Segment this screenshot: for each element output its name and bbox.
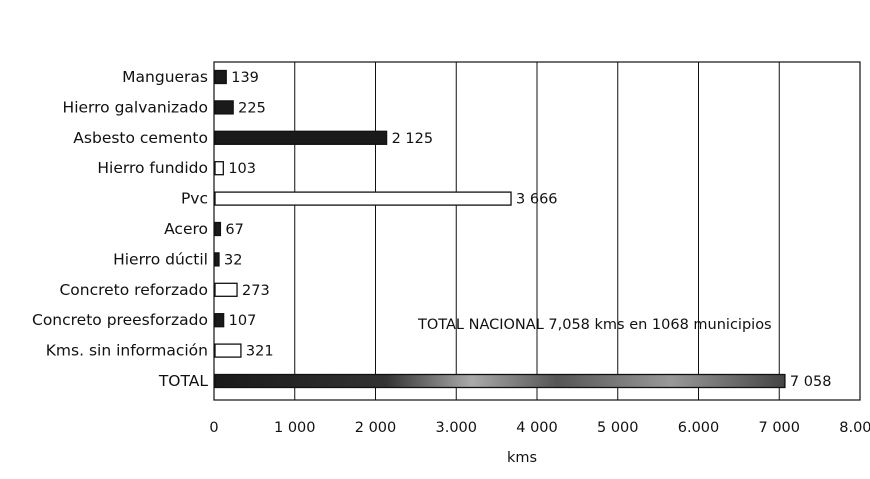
bar-2 [214,130,388,145]
category-label-9: Kms. sin información [46,342,208,360]
value-label-6: 32 [224,252,242,268]
x-tick-label-3: 3.000 [435,420,477,436]
bar-10 [214,373,786,389]
value-label-4: 3 666 [516,192,558,208]
x-tick-label-1: 1 000 [274,420,316,436]
category-label-10: TOTAL [158,372,209,390]
x-tick-label-8: 8.000 [839,420,870,436]
value-label-1: 225 [238,100,266,116]
plot-frame [213,61,861,401]
category-label-2: Asbesto cemento [73,129,208,147]
bar-8 [214,313,225,328]
bar-6 [214,252,220,267]
value-label-2: 2 125 [392,131,434,147]
x-tick-label-6: 6.000 [678,420,720,436]
x-tick-label-4: 4 000 [516,420,558,436]
value-label-7: 273 [242,283,270,299]
value-label-5: 67 [225,222,243,238]
bar-1 [214,100,234,115]
gridlines [213,61,861,401]
category-label-1: Hierro galvanizado [63,98,208,116]
category-label-0: Mangueras [122,68,208,86]
x-tick-labels: 0 1 000 2 000 3.000 4 000 5 000 6.000 7 000 8.00… [209,420,870,436]
x-tick-label-0: 0 [209,420,218,436]
bar-3 [214,161,224,176]
category-labels: Mangueras Hierro galvanizado Asbesto cemen… [32,68,208,390]
bar-9 [214,343,242,358]
category-label-3: Hierro fundido [97,159,208,177]
x-tick-label-7: 7 000 [758,420,800,436]
bar-4 [214,191,512,206]
bar-7 [214,282,238,297]
value-label-8: 107 [229,313,257,329]
value-label-9: 321 [246,344,274,360]
bar-0 [214,69,227,85]
bar-5 [214,221,222,237]
x-axis-title: kms [507,450,537,466]
value-label-10: 7 058 [790,374,832,390]
category-label-6: Hierro dúctil [113,250,208,268]
category-label-7: Concreto reforzado [59,281,208,299]
bars [214,69,786,389]
total-annotation: TOTAL NACIONAL 7,058 kms en 1068 municip… [417,317,772,333]
category-label-5: Acero [164,220,208,238]
x-tick-label-5: 5 000 [597,420,639,436]
category-label-4: Pvc [181,190,208,208]
category-label-8: Concreto preesforzado [32,311,208,329]
value-label-0: 139 [231,70,259,86]
value-label-3: 103 [228,161,256,177]
x-tick-label-2: 2 000 [355,420,397,436]
